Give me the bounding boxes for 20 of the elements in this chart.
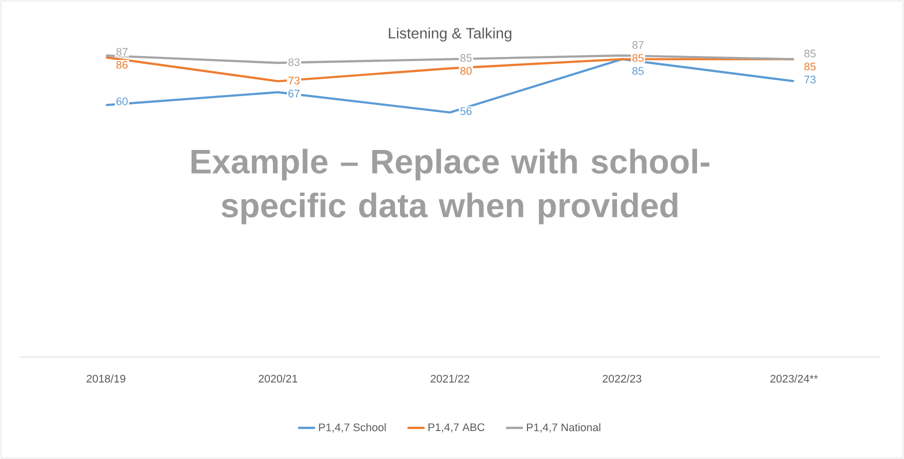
- data-label: 73: [804, 76, 816, 84]
- data-label: 60: [116, 97, 128, 106]
- data-label: 87: [632, 41, 644, 49]
- x-tick-label: 2020/21: [258, 374, 298, 383]
- data-label: 86: [116, 60, 128, 69]
- data-label: 85: [632, 67, 644, 75]
- legend-label: P1,4,7 National: [526, 423, 600, 433]
- chart-title: Listening & Talking: [388, 28, 512, 42]
- data-label: 87: [116, 48, 128, 56]
- legend-label: P1,4,7 ABC: [428, 423, 484, 432]
- text: Example – Replace with school-specific data when provided: [192, 148, 710, 224]
- legend-label: P1,4,7 School: [319, 423, 386, 433]
- x-tick-label: 2022/23: [602, 374, 642, 383]
- data-label: 80: [460, 67, 472, 75]
- x-tick-label: 2018/19: [86, 374, 126, 383]
- x-tick-label: 2021/22: [430, 374, 470, 383]
- x-tick-label: 2023/24**: [770, 374, 818, 383]
- data-label: 85: [804, 62, 816, 70]
- data-label: 67: [288, 90, 300, 98]
- data-label: 85: [804, 50, 816, 58]
